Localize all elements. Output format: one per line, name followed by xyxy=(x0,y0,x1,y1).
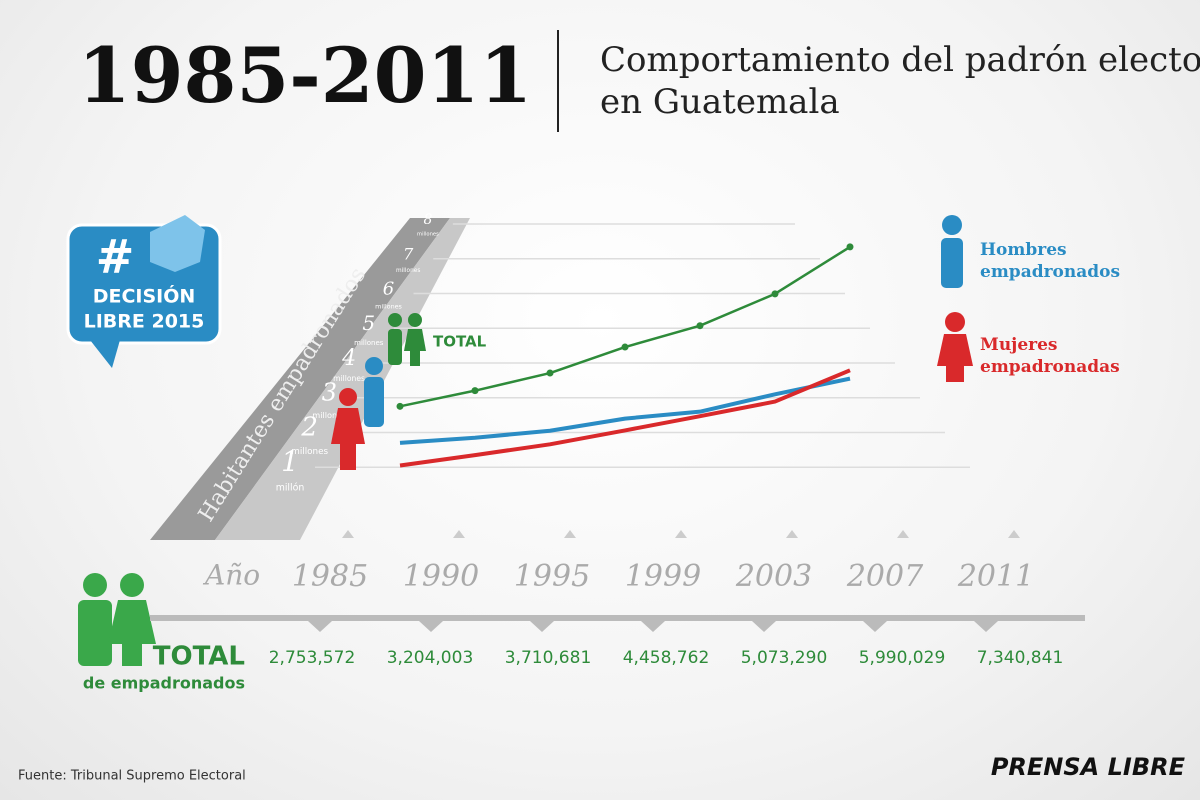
total-value-label: 3,204,003 xyxy=(387,648,474,668)
logo: PRENSA LIBRE xyxy=(991,753,1186,781)
x-tick xyxy=(342,530,354,538)
row-tick xyxy=(974,621,998,632)
x-tick-label: 1995 xyxy=(514,559,590,594)
x-tick-label: 1999 xyxy=(625,559,701,594)
title: 1985-2011 xyxy=(78,31,533,120)
y-tick-label: 2 xyxy=(300,413,318,443)
total-title: TOTAL xyxy=(153,642,245,672)
x-tick xyxy=(1008,530,1020,538)
y-tick-label: 4 xyxy=(341,346,356,371)
y-tick-unit: millones xyxy=(396,268,420,274)
subtitle: Comportamiento del padrón electoral en Gu… xyxy=(600,40,1200,122)
row-tick xyxy=(419,621,443,632)
total-subtitle: de empadronados xyxy=(83,674,245,693)
point xyxy=(396,402,404,410)
y-tick-unit: millones xyxy=(312,410,346,420)
y-tick-unit: millones xyxy=(333,374,365,383)
y-tick-unit: millones xyxy=(375,303,402,311)
x-tick xyxy=(453,530,465,538)
y-tick-label: 3 xyxy=(322,378,337,406)
icon-woman xyxy=(331,388,365,470)
x-tick-label: 1985 xyxy=(292,559,368,594)
legend-icon-man xyxy=(941,215,963,288)
total-value-label: 5,990,029 xyxy=(859,648,946,668)
x-tick-label: 1990 xyxy=(403,559,479,594)
y-tick-unit: millón xyxy=(276,482,305,493)
y-tick-unit: millones xyxy=(354,339,384,347)
x-tick-label: 2003 xyxy=(735,559,812,594)
series-line xyxy=(399,245,851,408)
row-tick xyxy=(863,621,887,632)
series-line xyxy=(399,376,851,445)
total-icon xyxy=(78,573,156,666)
row-tick xyxy=(641,621,665,632)
x-axis-label: Año xyxy=(202,559,260,592)
legend-label: Mujeres empadronadas xyxy=(980,335,1120,377)
y-tick-unit: millones xyxy=(417,232,439,238)
icon-man xyxy=(364,357,384,427)
point xyxy=(846,243,854,251)
total-value-label: 3,710,681 xyxy=(505,648,592,668)
axis-strip-light xyxy=(215,218,470,540)
total-value-label: 2,753,572 xyxy=(269,648,356,668)
y-tick-label: 7 xyxy=(403,244,414,263)
badge-line1: DECISIÓN xyxy=(93,284,196,308)
point xyxy=(771,290,779,298)
row-tick xyxy=(530,621,554,632)
x-tick xyxy=(675,530,687,538)
legend-icon-woman xyxy=(937,312,973,382)
y-tick-label: 8 xyxy=(423,212,432,228)
y-tick-label: 6 xyxy=(383,279,394,300)
row-tick xyxy=(752,621,776,632)
point xyxy=(621,343,629,351)
y-tick-label: 5 xyxy=(362,311,375,335)
source: Fuente: Tribunal Supremo Electoral xyxy=(18,769,246,784)
x-tick xyxy=(564,530,576,538)
y-tick-label: 1 xyxy=(281,445,299,478)
point xyxy=(471,387,479,395)
total-value-label: 5,073,290 xyxy=(741,648,828,668)
legend-label: Hombres empadronados xyxy=(980,240,1120,282)
total-value-label: 7,340,841 xyxy=(977,648,1064,668)
axis-strip xyxy=(150,218,450,540)
row-tick xyxy=(308,621,332,632)
y-tick-unit: millones xyxy=(291,447,328,457)
series-label: TOTAL xyxy=(433,333,487,351)
point xyxy=(546,369,554,377)
x-tick xyxy=(786,530,798,538)
badge: # DECISIÓN LIBRE 2015 xyxy=(66,215,222,368)
x-tick-label: 2011 xyxy=(957,559,1034,594)
icon-total xyxy=(388,313,426,366)
badge-symbol: # xyxy=(96,230,135,284)
x-tick xyxy=(897,530,909,538)
point xyxy=(696,322,704,330)
total-value-label: 4,458,762 xyxy=(623,648,710,668)
badge-line2: LIBRE 2015 xyxy=(84,311,205,333)
x-tick-label: 2007 xyxy=(846,559,924,594)
